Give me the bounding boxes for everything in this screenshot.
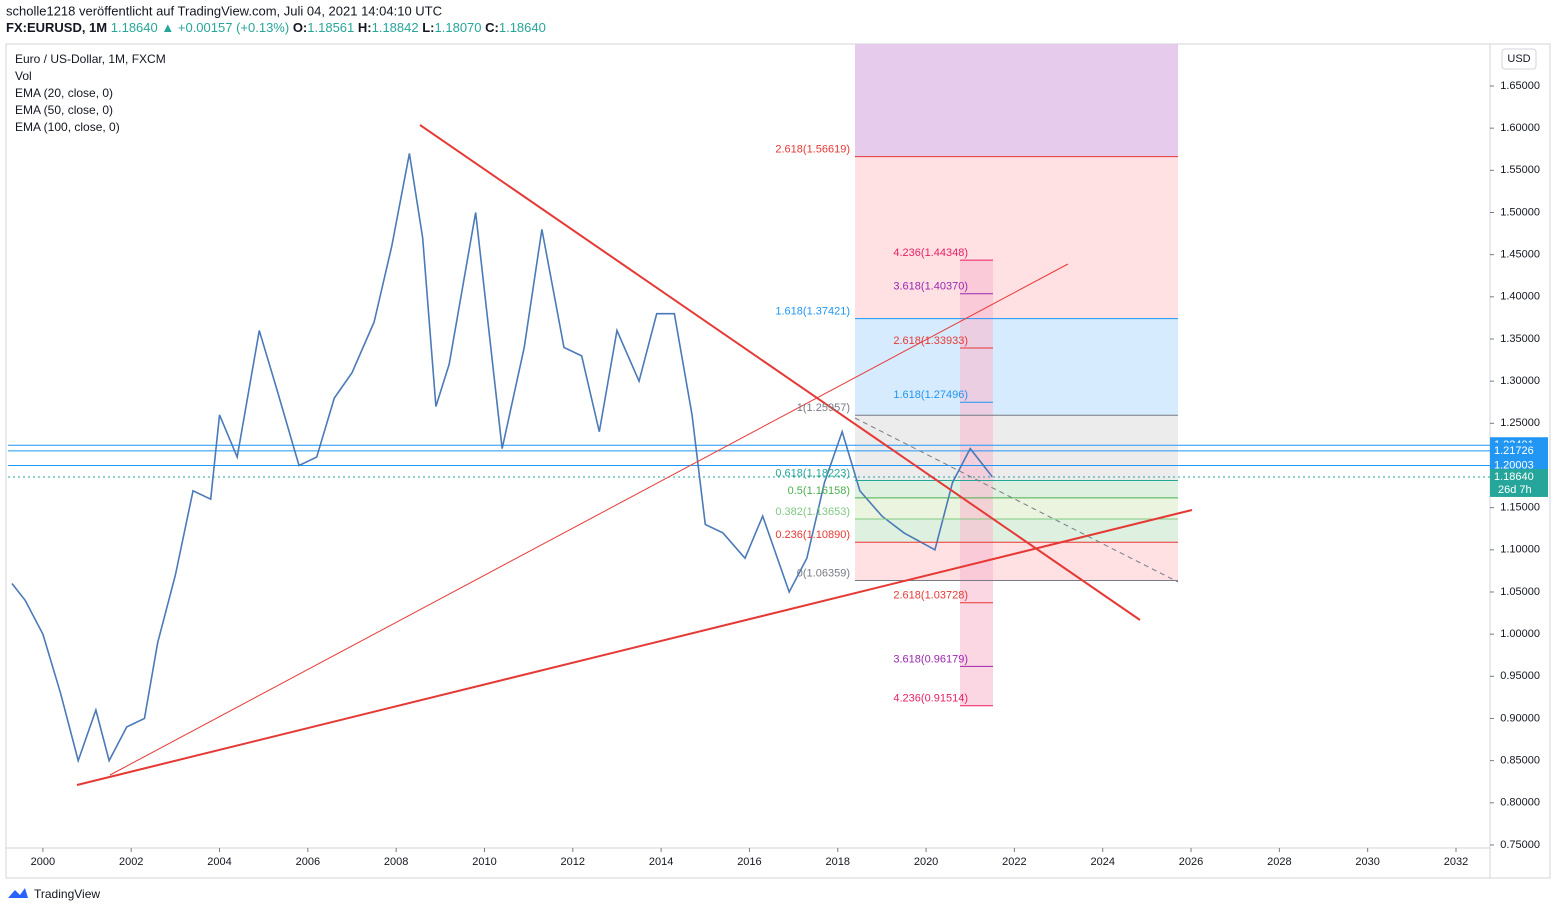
price-line-series: [11, 153, 993, 764]
fib-zone: [855, 519, 1178, 543]
x-tick-label: 2018: [826, 856, 850, 868]
fib-ext-label: 4.236(0.91514): [893, 693, 968, 705]
open: 1.18561: [307, 20, 354, 35]
legend-item: EMA (50, close, 0): [15, 103, 113, 117]
fib-zone: [855, 156, 1178, 319]
y-tick-label: 1.25000: [1500, 417, 1540, 429]
logo-icon: [8, 888, 28, 898]
price-tag: [1490, 442, 1548, 459]
ohlc-line: FX:EURUSD, 1M 1.18640 ▲ +0.00157 (+0.13%…: [6, 20, 546, 35]
arrow: ▲: [161, 20, 174, 35]
x-tick-label: 2010: [472, 856, 496, 868]
close: 1.18640: [499, 20, 546, 35]
currency-box[interactable]: [1501, 48, 1537, 70]
fib-zone: [855, 480, 1178, 498]
legend-item: EMA (20, close, 0): [15, 86, 113, 100]
y-tick-label: 1.40000: [1500, 291, 1540, 303]
fib-zone: [855, 318, 1178, 416]
fib-trend: [854, 417, 1179, 583]
trend-line: [109, 263, 1069, 776]
y-tick-label: 1.45000: [1500, 249, 1540, 261]
price-tag-label: 1.20003: [1494, 459, 1534, 471]
y-tick-label: 1.15000: [1500, 502, 1540, 514]
y-tick-label: 0.75000: [1500, 839, 1540, 851]
x-tick-label: 2016: [737, 856, 761, 868]
x-tick-label: 2032: [1444, 856, 1468, 868]
y-tick-label: 1.55000: [1500, 164, 1540, 176]
x-tick-label: 2026: [1179, 856, 1203, 868]
x-tick-label: 2030: [1355, 856, 1379, 868]
y-tick-label: 1.65000: [1500, 80, 1540, 92]
fib-ext-zone: [960, 260, 993, 706]
low-label: L:: [422, 20, 434, 35]
x-tick-label: 2008: [384, 856, 408, 868]
legend-item: Vol: [15, 69, 32, 83]
fib-ext-label: 2.618(1.03728): [893, 590, 968, 602]
last: 1.18640: [111, 20, 158, 35]
x-tick-label: 2000: [31, 856, 55, 868]
currency[interactable]: USD: [1507, 53, 1530, 65]
x-tick-label: 2006: [296, 856, 320, 868]
fib-zone: [855, 497, 1178, 520]
fib-zone: [855, 415, 1178, 481]
y-tick-label: 1.50000: [1500, 206, 1540, 218]
fib-label: 2.618(1.56619): [775, 144, 850, 156]
y-tick-label: 0.80000: [1500, 797, 1540, 809]
y-tick-label: 1.30000: [1500, 375, 1540, 387]
y-tick-label: 1.10000: [1500, 544, 1540, 556]
open-label: O:: [293, 20, 307, 35]
high: 1.18842: [372, 20, 419, 35]
fib-label: 0.5(1.16158): [788, 485, 850, 497]
price-tag-label: 1.18640: [1494, 471, 1534, 483]
y-tick-label: 0.95000: [1500, 670, 1540, 682]
close-label: C:: [485, 20, 499, 35]
publisher: scholle1218 veröffentlicht auf TradingVi…: [6, 3, 442, 18]
fib-zone: [855, 542, 1178, 581]
fib-label: 0.236(1.10890): [775, 529, 850, 541]
fib-ext-label: 4.236(1.44348): [893, 247, 968, 259]
fib-label: 1(1.25957): [797, 402, 850, 414]
fib-ext-label: 2.618(1.33933): [893, 335, 968, 347]
trend-line: [76, 509, 1193, 786]
symbol: FX:EURUSD, 1M: [6, 20, 107, 35]
price-tag-label: 1.21726: [1494, 445, 1534, 457]
x-tick-label: 2022: [1002, 856, 1026, 868]
change: +0.00157 (+0.13%): [178, 20, 289, 35]
y-tick-label: 1.35000: [1500, 333, 1540, 345]
footer-logo[interactable]: TradingView: [34, 887, 100, 901]
fib-zone: [855, 44, 1178, 157]
legend-item: EMA (100, close, 0): [15, 120, 120, 134]
fib-ext-label: 3.618(0.96179): [893, 653, 968, 665]
fib-ext-label: 3.618(1.40370): [893, 281, 968, 293]
fib-ext-label: 1.618(1.27496): [893, 389, 968, 401]
x-tick-label: 2014: [649, 856, 673, 868]
price-tag: [1490, 468, 1548, 497]
x-tick-label: 2004: [207, 856, 231, 868]
trend-line: [77, 125, 420, 785]
trend-line: [419, 124, 1141, 621]
x-tick-label: 2028: [1267, 856, 1291, 868]
y-tick-label: 1.60000: [1500, 122, 1540, 134]
fib-label: 0.618(1.18223): [775, 467, 850, 479]
countdown: 26d 7h: [1498, 484, 1532, 496]
legend-item: Euro / US-Dollar, 1M, FXCM: [15, 52, 166, 66]
y-tick-label: 1.00000: [1500, 628, 1540, 640]
fib-label: 1.618(1.37421): [775, 305, 850, 317]
y-tick-label: 0.90000: [1500, 712, 1540, 724]
x-tick-label: 2024: [1090, 856, 1114, 868]
fib-label: 0(1.06359): [797, 567, 850, 579]
x-tick-label: 2020: [914, 856, 938, 868]
x-tick-label: 2002: [119, 856, 143, 868]
plot-layer: [8, 44, 1494, 852]
frame: [5, 43, 1551, 879]
y-tick-label: 0.85000: [1500, 755, 1540, 767]
y-tick-label: 1.05000: [1500, 586, 1540, 598]
fib-label: 0.382(1.13653): [775, 506, 850, 518]
low: 1.18070: [435, 20, 482, 35]
high-label: H:: [358, 20, 372, 35]
x-tick-label: 2012: [561, 856, 585, 868]
